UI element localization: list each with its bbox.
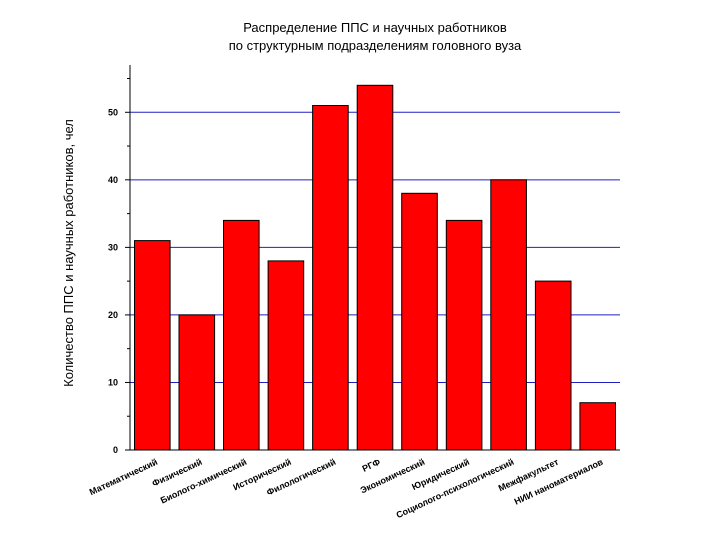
- bar: [490, 179, 527, 451]
- bar: [534, 280, 572, 451]
- x-tick-label: Математический: [88, 457, 159, 497]
- y-tick-label: 20: [108, 310, 118, 320]
- bar: [312, 105, 349, 451]
- bar: [445, 219, 483, 451]
- bar: [356, 84, 394, 451]
- y-tick-label: 10: [108, 377, 118, 387]
- bar: [134, 240, 171, 451]
- y-tick-label: 40: [108, 175, 118, 185]
- chart-title: Распределение ППС и научных работников: [243, 20, 507, 35]
- bar: [579, 402, 617, 451]
- bar: [267, 260, 305, 451]
- x-tick-label: РГФ: [361, 457, 383, 474]
- bar: [223, 219, 260, 451]
- bar: [401, 192, 438, 451]
- chart-subtitle: по структурным подразделениям головного …: [228, 38, 522, 53]
- y-axis: 0 10 20 30 40 50: [108, 65, 620, 455]
- y-tick-label: 0: [113, 445, 118, 455]
- x-tick-labels: МатематическийФизическийБиолого-химическ…: [88, 457, 605, 521]
- bar: [178, 314, 216, 451]
- y-axis-label: Количество ППС и научных работников, чел: [61, 119, 76, 387]
- y-tick-label: 30: [108, 242, 118, 252]
- bars: [134, 84, 617, 451]
- y-tick-label: 50: [108, 107, 118, 117]
